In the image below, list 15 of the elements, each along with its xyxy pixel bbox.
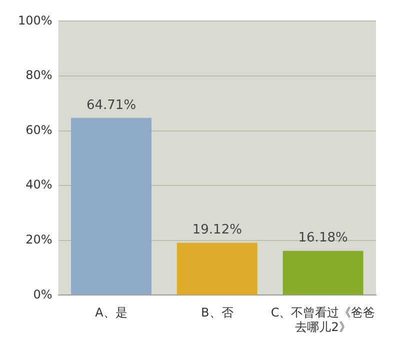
bar <box>71 118 152 295</box>
x-tick-label: C、不曾看过《爸爸去哪儿2》 <box>270 306 376 334</box>
y-tick-label: 80% <box>26 68 52 82</box>
x-tick-label: A、是 <box>95 306 128 320</box>
bar <box>282 250 364 295</box>
y-tick-label: 0% <box>33 287 52 302</box>
y-tick-label: 60% <box>26 122 52 137</box>
data-label: 64.71% <box>86 98 136 113</box>
y-tick-label: 20% <box>26 232 52 247</box>
y-tick-label: 40% <box>26 178 52 192</box>
bar <box>176 242 258 295</box>
data-label: 19.12% <box>192 222 242 238</box>
data-label: 16.18% <box>298 230 348 246</box>
x-tick-label: B、否 <box>201 306 234 320</box>
y-tick-label: 100% <box>18 13 52 28</box>
